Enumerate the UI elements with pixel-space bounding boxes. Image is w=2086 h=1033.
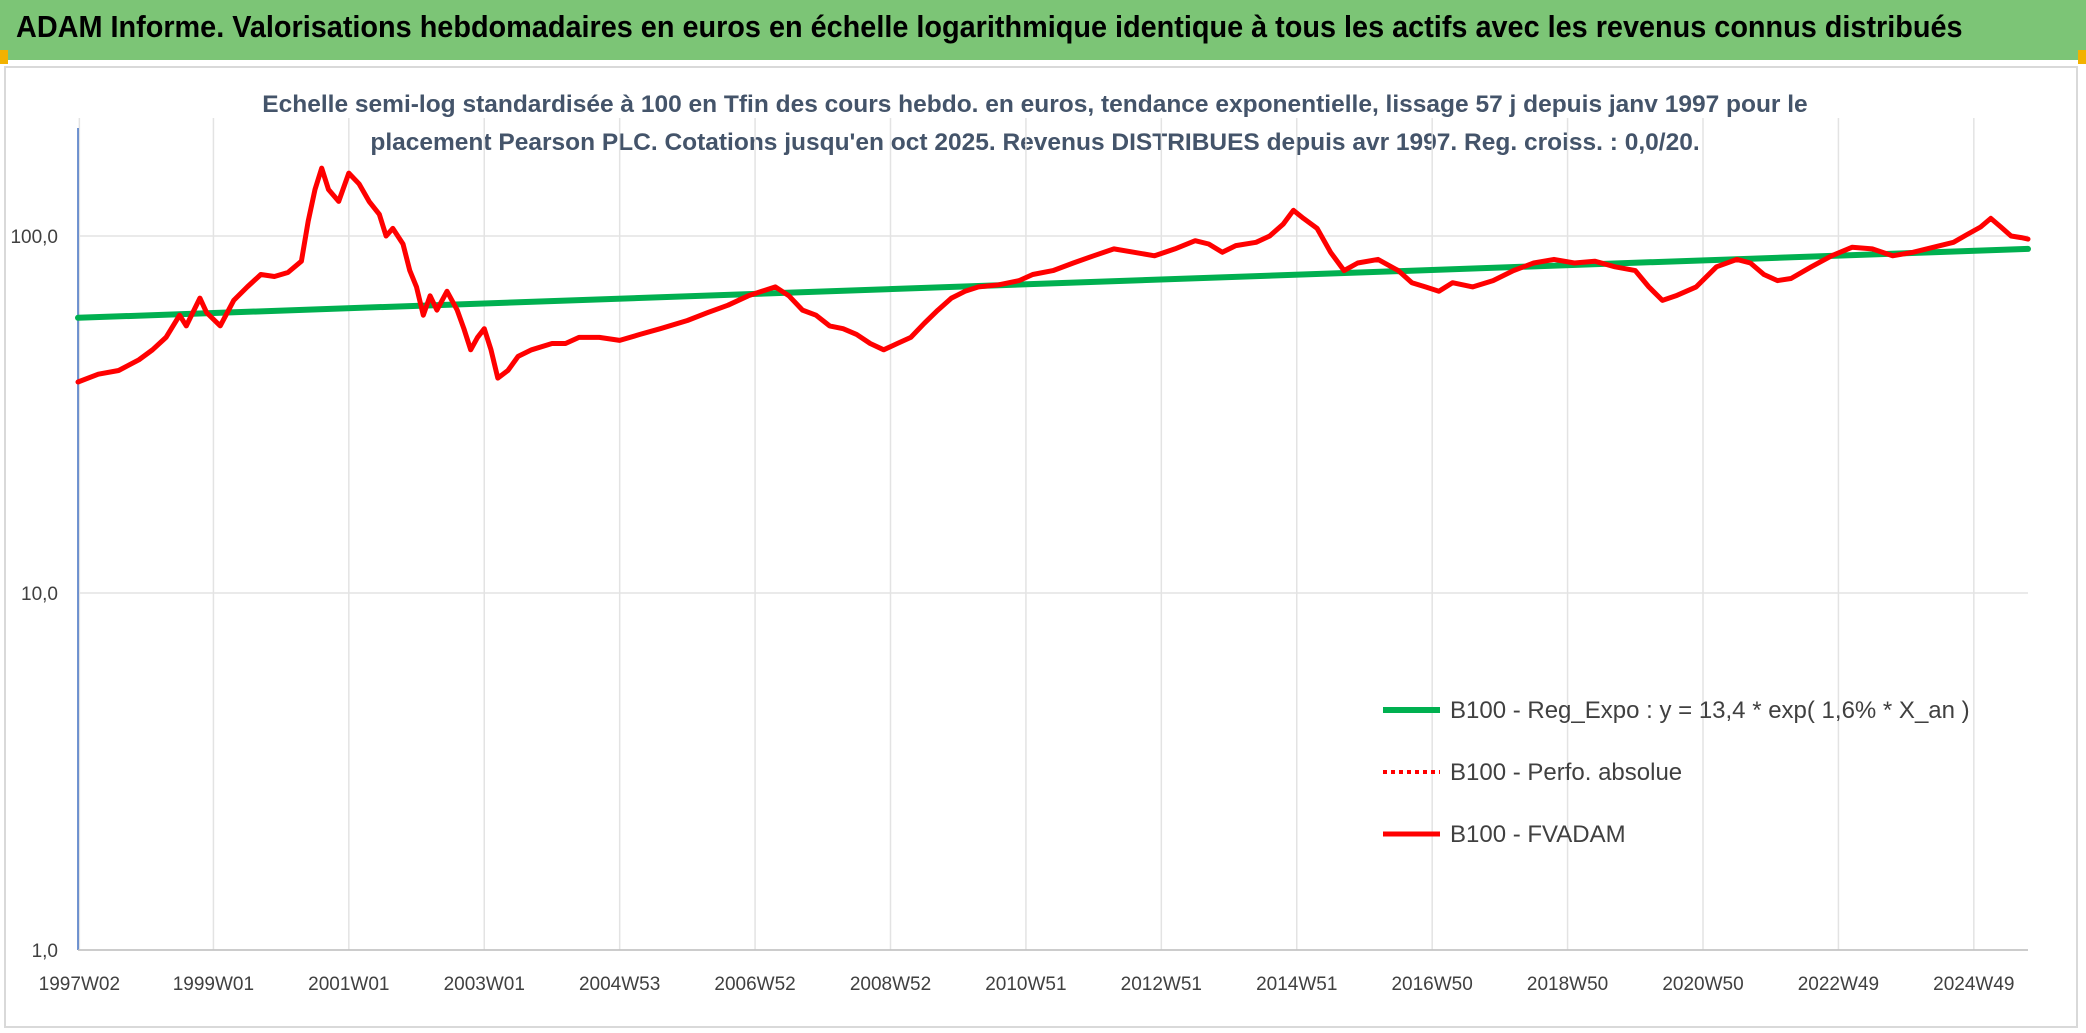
title-banner: ADAM Informe. Valorisations hebdomadaire… [0, 0, 2086, 60]
grid-lines [78, 118, 2028, 951]
x-tick-label: 1997W02 [39, 974, 120, 995]
x-tick-label: 2020W50 [1662, 974, 1743, 995]
axes [77, 128, 2028, 951]
x-tick-label: 2018W50 [1527, 974, 1608, 995]
x-tick-label: 2016W50 [1391, 974, 1472, 995]
chart-subtitle-line-1: Echelle semi-log standardisée à 100 en T… [262, 91, 1808, 118]
x-tick-label: 2004W53 [579, 974, 660, 995]
legend: B100 - Reg_Expo : y = 13,4 * exp( 1,6% *… [1383, 697, 1970, 848]
series-line-fvadam [75, 165, 2031, 385]
chart-frame [4, 66, 2078, 1028]
x-tick-label: 2012W51 [1121, 974, 1202, 995]
x-tick-label: 2001W01 [308, 974, 389, 995]
x-tick-label: 2010W51 [985, 974, 1066, 995]
y-tick-label: 1,0 [32, 941, 58, 962]
x-tick-label: 2014W51 [1256, 974, 1337, 995]
chart-subtitle: Echelle semi-log standardisée à 100 en T… [250, 86, 1820, 162]
x-tick-label: 2024W49 [1933, 974, 2014, 995]
report-title: ADAM Informe. Valorisations hebdomadaire… [16, 9, 1963, 44]
tick-labels: 1997W02 1999W01 2001W01 2003W01 2004W53 2006W… [10, 227, 2014, 995]
y-tick-label: 10,0 [21, 584, 58, 605]
legend-label: B100 - Perfo. absolue [1450, 759, 1682, 786]
corner-marker-right [2078, 50, 2086, 64]
legend-label: B100 - FVADAM [1450, 821, 1626, 848]
x-tick-label: 2008W52 [850, 974, 931, 995]
y-tick-label: 100,0 [10, 227, 58, 248]
corner-marker-left [0, 50, 8, 64]
chart-subtitle-line-2: placement Pearson PLC. Cotations jusqu'e… [370, 129, 1700, 156]
series-line-regression [75, 245, 2031, 321]
x-tick-label: 2003W01 [444, 974, 525, 995]
x-tick-label: 2006W52 [714, 974, 795, 995]
legend-label: B100 - Reg_Expo : y = 13,4 * exp( 1,6% *… [1450, 697, 1970, 724]
x-tick-label: 1999W01 [173, 974, 254, 995]
series-lines [75, 165, 2031, 385]
x-tick-label: 2022W49 [1798, 974, 1879, 995]
